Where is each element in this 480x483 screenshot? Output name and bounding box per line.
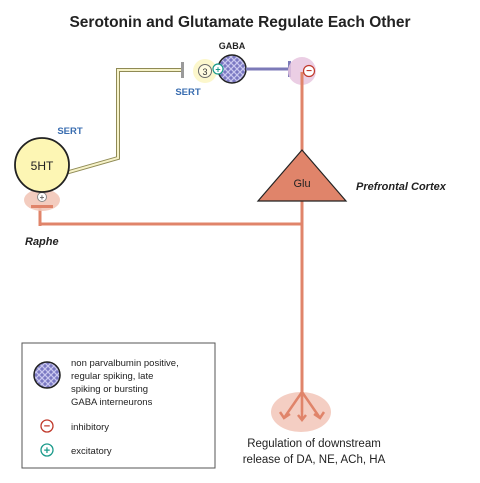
raphe-label: Raphe — [25, 236, 59, 248]
legend-gaba-line2: regular spiking, late — [71, 371, 153, 382]
gaba-excitatory-sign: + — [212, 63, 224, 75]
sert-label-top: SERT — [175, 87, 201, 98]
raphe-receptor-bar — [31, 205, 53, 208]
gaba-interneuron-icon — [33, 361, 61, 389]
glu-label: Glu — [293, 178, 310, 190]
svg-text:−: − — [44, 421, 50, 433]
neuron-5ht-label: 5HT — [31, 159, 54, 173]
legend-inhibitory: inhibitory — [71, 422, 109, 433]
downstream-text-line2: release of DA, NE, ACh, HA — [243, 454, 386, 466]
svg-text:+: + — [44, 445, 50, 457]
sert-receptor-bar — [181, 62, 184, 78]
legend-gaba-line3: spiking or bursting — [71, 384, 148, 395]
gaba-label: GABA — [219, 41, 246, 51]
cortex-inhibitory-glow — [288, 57, 316, 85]
diagram-title: Serotonin and Glutamate Regulate Each Ot… — [69, 14, 410, 31]
downstream-arrows — [278, 391, 326, 423]
receptor-3-label: 3 — [202, 67, 207, 77]
inhibitory-icon: − — [40, 419, 54, 433]
glu-neuron — [256, 149, 348, 202]
neuron-5ht — [14, 137, 70, 193]
cortex-inhibitory-sign: − — [302, 64, 316, 78]
svg-text:+: + — [40, 193, 45, 202]
sert-label-left: SERT — [57, 126, 83, 137]
serotonin-projection — [54, 68, 182, 178]
legend-gaba-line1: non parvalbumin positive, — [71, 358, 179, 369]
legend-gaba-line4: GABA interneurons — [71, 397, 153, 408]
excitatory-icon: + — [40, 443, 54, 457]
downstream-text-line1: Regulation of downstream — [247, 438, 381, 450]
legend-excitatory: excitatory — [71, 446, 112, 457]
legend: non parvalbumin positive, regular spikin… — [21, 342, 216, 469]
svg-text:−: − — [306, 66, 312, 77]
svg-text:+: + — [215, 65, 220, 75]
receptor-3 — [198, 64, 212, 78]
raphe-excitatory-sign: + — [37, 192, 47, 202]
prefrontal-cortex-label: Prefrontal Cortex — [356, 181, 447, 193]
